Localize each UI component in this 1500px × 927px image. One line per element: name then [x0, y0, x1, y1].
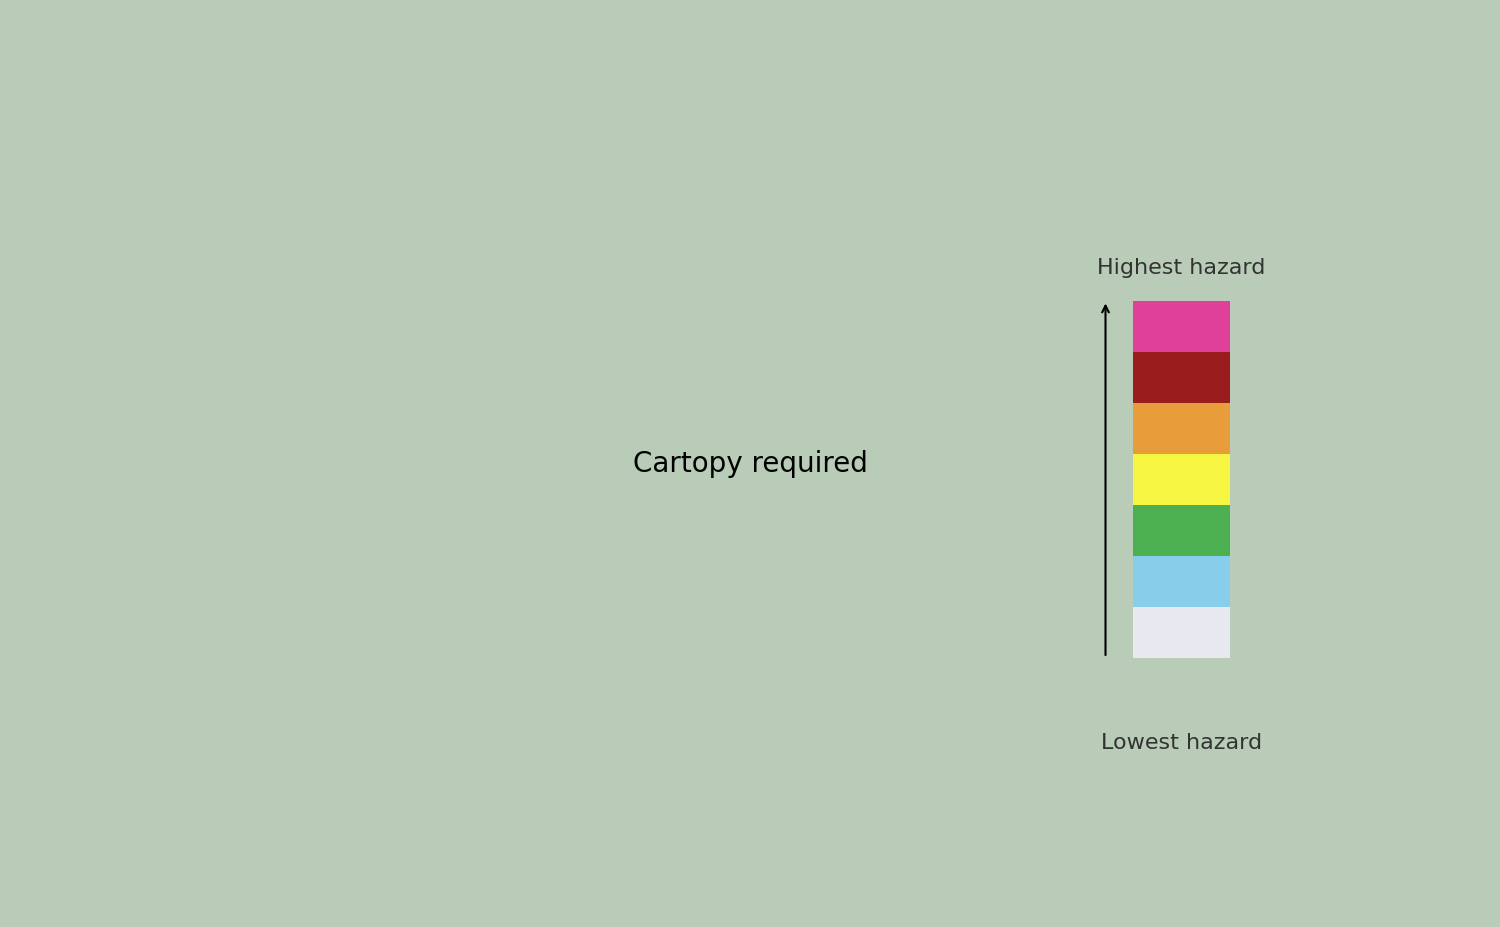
Text: Highest hazard: Highest hazard	[1096, 258, 1266, 278]
Text: Lowest hazard: Lowest hazard	[1101, 732, 1262, 753]
Text: Cartopy required: Cartopy required	[633, 450, 867, 477]
